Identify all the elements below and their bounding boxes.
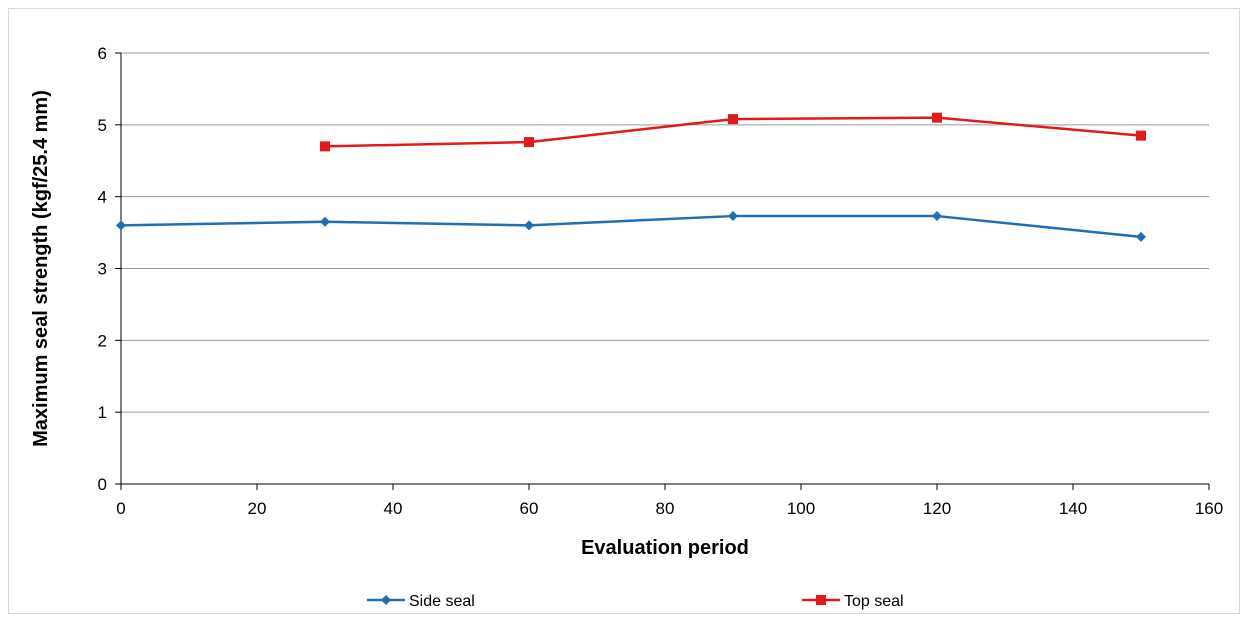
- data-point: [320, 141, 330, 152]
- legend-marker: [381, 595, 391, 605]
- x-tick-label-20: 20: [248, 499, 267, 518]
- y-tick-label-2: 2: [98, 331, 107, 350]
- legend-marker: [816, 595, 826, 605]
- x-axis-title: Evaluation period: [581, 537, 749, 559]
- x-tick-label-120: 120: [923, 499, 951, 518]
- x-tick-label-160: 160: [1195, 499, 1223, 518]
- data-point: [728, 114, 738, 125]
- data-point: [320, 216, 330, 227]
- data-point: [1136, 130, 1146, 141]
- y-axis-ticks: 0 1 2 3 4 5 6: [98, 44, 121, 494]
- x-tick-label-140: 140: [1059, 499, 1087, 518]
- chart-frame: [8, 8, 1240, 614]
- data-point: [524, 137, 534, 148]
- x-tick-label-40: 40: [384, 499, 403, 518]
- data-point: [116, 220, 126, 231]
- data-point: [728, 211, 738, 222]
- series-line: [120, 214, 1142, 239]
- y-axis-title: Maximum seal strength (kgf/25.4 mm): [30, 90, 52, 447]
- x-tick-label-60: 60: [520, 499, 539, 518]
- y-tick-label-4: 4: [98, 188, 107, 207]
- data-point: [1136, 231, 1146, 242]
- series-top-seal: [320, 112, 1146, 152]
- y-tick-label-5: 5: [98, 116, 107, 135]
- x-tick-label-100: 100: [787, 499, 815, 518]
- gridlines: [121, 52, 1209, 413]
- legend-label: Top seal: [844, 593, 904, 610]
- legend-item-side-seal: Side seal: [367, 593, 475, 610]
- legend-label: Side seal: [409, 593, 475, 610]
- y-tick-label-1: 1: [98, 403, 107, 422]
- y-tick-label-3: 3: [98, 260, 107, 279]
- series-group: [116, 112, 1146, 242]
- data-point: [524, 220, 534, 231]
- legend: Side seal Top seal: [367, 593, 904, 610]
- series-side-seal: [116, 211, 1146, 242]
- x-tick-label-0: 0: [116, 499, 125, 518]
- data-point: [932, 211, 942, 222]
- y-tick-label-0: 0: [98, 475, 107, 494]
- y-tick-label-6: 6: [98, 44, 107, 63]
- data-point: [932, 112, 942, 123]
- legend-item-top-seal: Top seal: [802, 593, 904, 610]
- x-tick-label-80: 80: [656, 499, 675, 518]
- x-axis-ticks: 0 20 40 60 80 100 120 140 160: [116, 484, 1223, 518]
